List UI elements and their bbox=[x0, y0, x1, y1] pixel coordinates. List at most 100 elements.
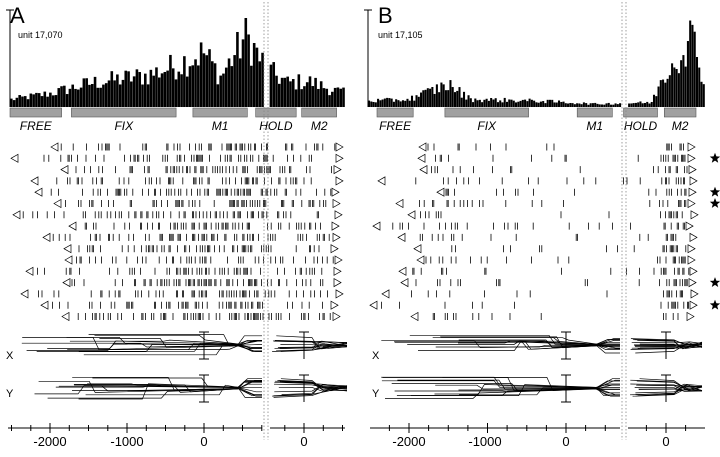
trial-start-marker bbox=[25, 266, 34, 276]
histogram-bar bbox=[227, 58, 231, 107]
flagged-trial-star bbox=[709, 198, 720, 208]
histogram-bar bbox=[54, 95, 58, 107]
histogram-bar bbox=[107, 80, 111, 107]
trial-end-marker bbox=[335, 289, 344, 299]
histogram-bar bbox=[236, 31, 239, 108]
histogram-bar bbox=[383, 98, 386, 107]
histogram-bar bbox=[442, 84, 445, 107]
histogram-bar bbox=[291, 79, 295, 107]
histogram-bar bbox=[399, 101, 402, 107]
histogram-bar bbox=[510, 99, 513, 107]
histogram-bar bbox=[68, 88, 72, 107]
eye-trace bbox=[630, 379, 703, 392]
panel-b: B unit 17,105 FREE FIX M1 HOLD M2 X Y -2000 … bbox=[364, 2, 720, 449]
trial-end-marker bbox=[689, 232, 698, 243]
histogram-bar bbox=[57, 88, 61, 107]
trial-end-marker bbox=[334, 255, 343, 265]
histogram-bar bbox=[258, 61, 262, 107]
histogram-bar bbox=[149, 69, 153, 107]
histogram-bar bbox=[15, 97, 19, 107]
histogram-bar bbox=[598, 104, 601, 107]
histogram-bar bbox=[508, 99, 511, 107]
histogram-bar bbox=[202, 53, 206, 107]
eye-trace bbox=[637, 346, 703, 350]
eye-trace bbox=[397, 379, 620, 390]
flagged-trial-star bbox=[709, 186, 720, 197]
histogram-bar bbox=[673, 67, 676, 107]
histogram-bar bbox=[413, 100, 416, 107]
histogram-bar bbox=[462, 91, 466, 107]
trial-start-marker bbox=[68, 221, 77, 231]
trial-end-marker bbox=[689, 266, 698, 276]
histogram-bar bbox=[211, 61, 214, 107]
eye-trace bbox=[394, 340, 620, 350]
histogram-bar bbox=[553, 102, 556, 107]
histogram-bar bbox=[386, 97, 389, 107]
histogram-bar bbox=[603, 104, 606, 107]
histogram-bar bbox=[512, 100, 515, 107]
epoch-bar bbox=[663, 107, 697, 118]
histogram-bar bbox=[675, 68, 678, 107]
histogram-bar bbox=[325, 88, 329, 107]
epoch-bars-a: FREE FIX M1 HOLD M2 bbox=[9, 107, 337, 133]
histogram-bar bbox=[49, 92, 52, 107]
histogram-bar bbox=[634, 102, 637, 107]
eye-trace bbox=[458, 339, 620, 348]
histogram-bar bbox=[517, 101, 520, 107]
eye-trace bbox=[274, 381, 348, 389]
flagged-trial-star bbox=[709, 152, 720, 163]
histogram-bar bbox=[233, 55, 236, 107]
epoch-label: M1 bbox=[586, 119, 603, 133]
histogram-bar bbox=[451, 87, 454, 107]
trial-start-marker bbox=[407, 210, 416, 220]
eye-trace bbox=[279, 380, 348, 391]
histogram-bar bbox=[589, 103, 592, 107]
eye-trace bbox=[273, 340, 348, 343]
spike-raster-b bbox=[369, 142, 720, 322]
histogram-bar bbox=[460, 97, 463, 107]
histogram-bar bbox=[546, 99, 549, 107]
histogram-bar bbox=[283, 77, 287, 107]
eye-trace bbox=[280, 344, 348, 346]
trial-start-marker bbox=[372, 221, 381, 231]
epoch-label: M1 bbox=[212, 119, 229, 133]
tick-label: -1000 bbox=[468, 434, 501, 449]
histogram-bar bbox=[116, 74, 119, 107]
trial-end-marker bbox=[687, 142, 696, 152]
eye-trace bbox=[78, 380, 262, 400]
histogram-bar bbox=[614, 103, 617, 107]
epoch-bar bbox=[71, 107, 177, 118]
histogram-bar bbox=[698, 67, 701, 107]
histogram-bar bbox=[113, 80, 116, 107]
histogram-bar bbox=[503, 97, 506, 107]
trial-start-marker bbox=[42, 232, 51, 243]
histogram-bar bbox=[686, 41, 689, 107]
histogram-bar bbox=[180, 74, 183, 107]
epoch-label: FIX bbox=[114, 119, 134, 133]
histogram-bar bbox=[275, 75, 278, 107]
histogram-bar bbox=[169, 54, 172, 107]
histogram-bar bbox=[431, 87, 434, 107]
tick-label: 0 bbox=[662, 434, 669, 449]
histogram-bar bbox=[110, 71, 114, 107]
eye-trace bbox=[458, 339, 620, 345]
trial-start-marker bbox=[30, 176, 39, 186]
histogram-bar bbox=[118, 84, 122, 107]
histogram-bar bbox=[247, 34, 250, 107]
eye-trace bbox=[630, 383, 703, 390]
flagged-trial-star bbox=[709, 277, 720, 287]
trial-end-marker bbox=[689, 300, 698, 310]
histogram-bar bbox=[472, 102, 475, 107]
histogram-bar bbox=[388, 98, 391, 107]
histogram-bar bbox=[582, 102, 585, 107]
histogram-bar bbox=[415, 95, 418, 107]
histogram-bar bbox=[280, 77, 284, 107]
histogram-bar bbox=[331, 91, 334, 107]
histogram-bar bbox=[458, 87, 461, 107]
histogram-bar bbox=[252, 43, 256, 107]
eye-trace bbox=[73, 384, 262, 393]
trial-end-marker bbox=[690, 289, 699, 299]
eye-trace bbox=[87, 380, 262, 393]
histogram-bar bbox=[557, 100, 561, 107]
